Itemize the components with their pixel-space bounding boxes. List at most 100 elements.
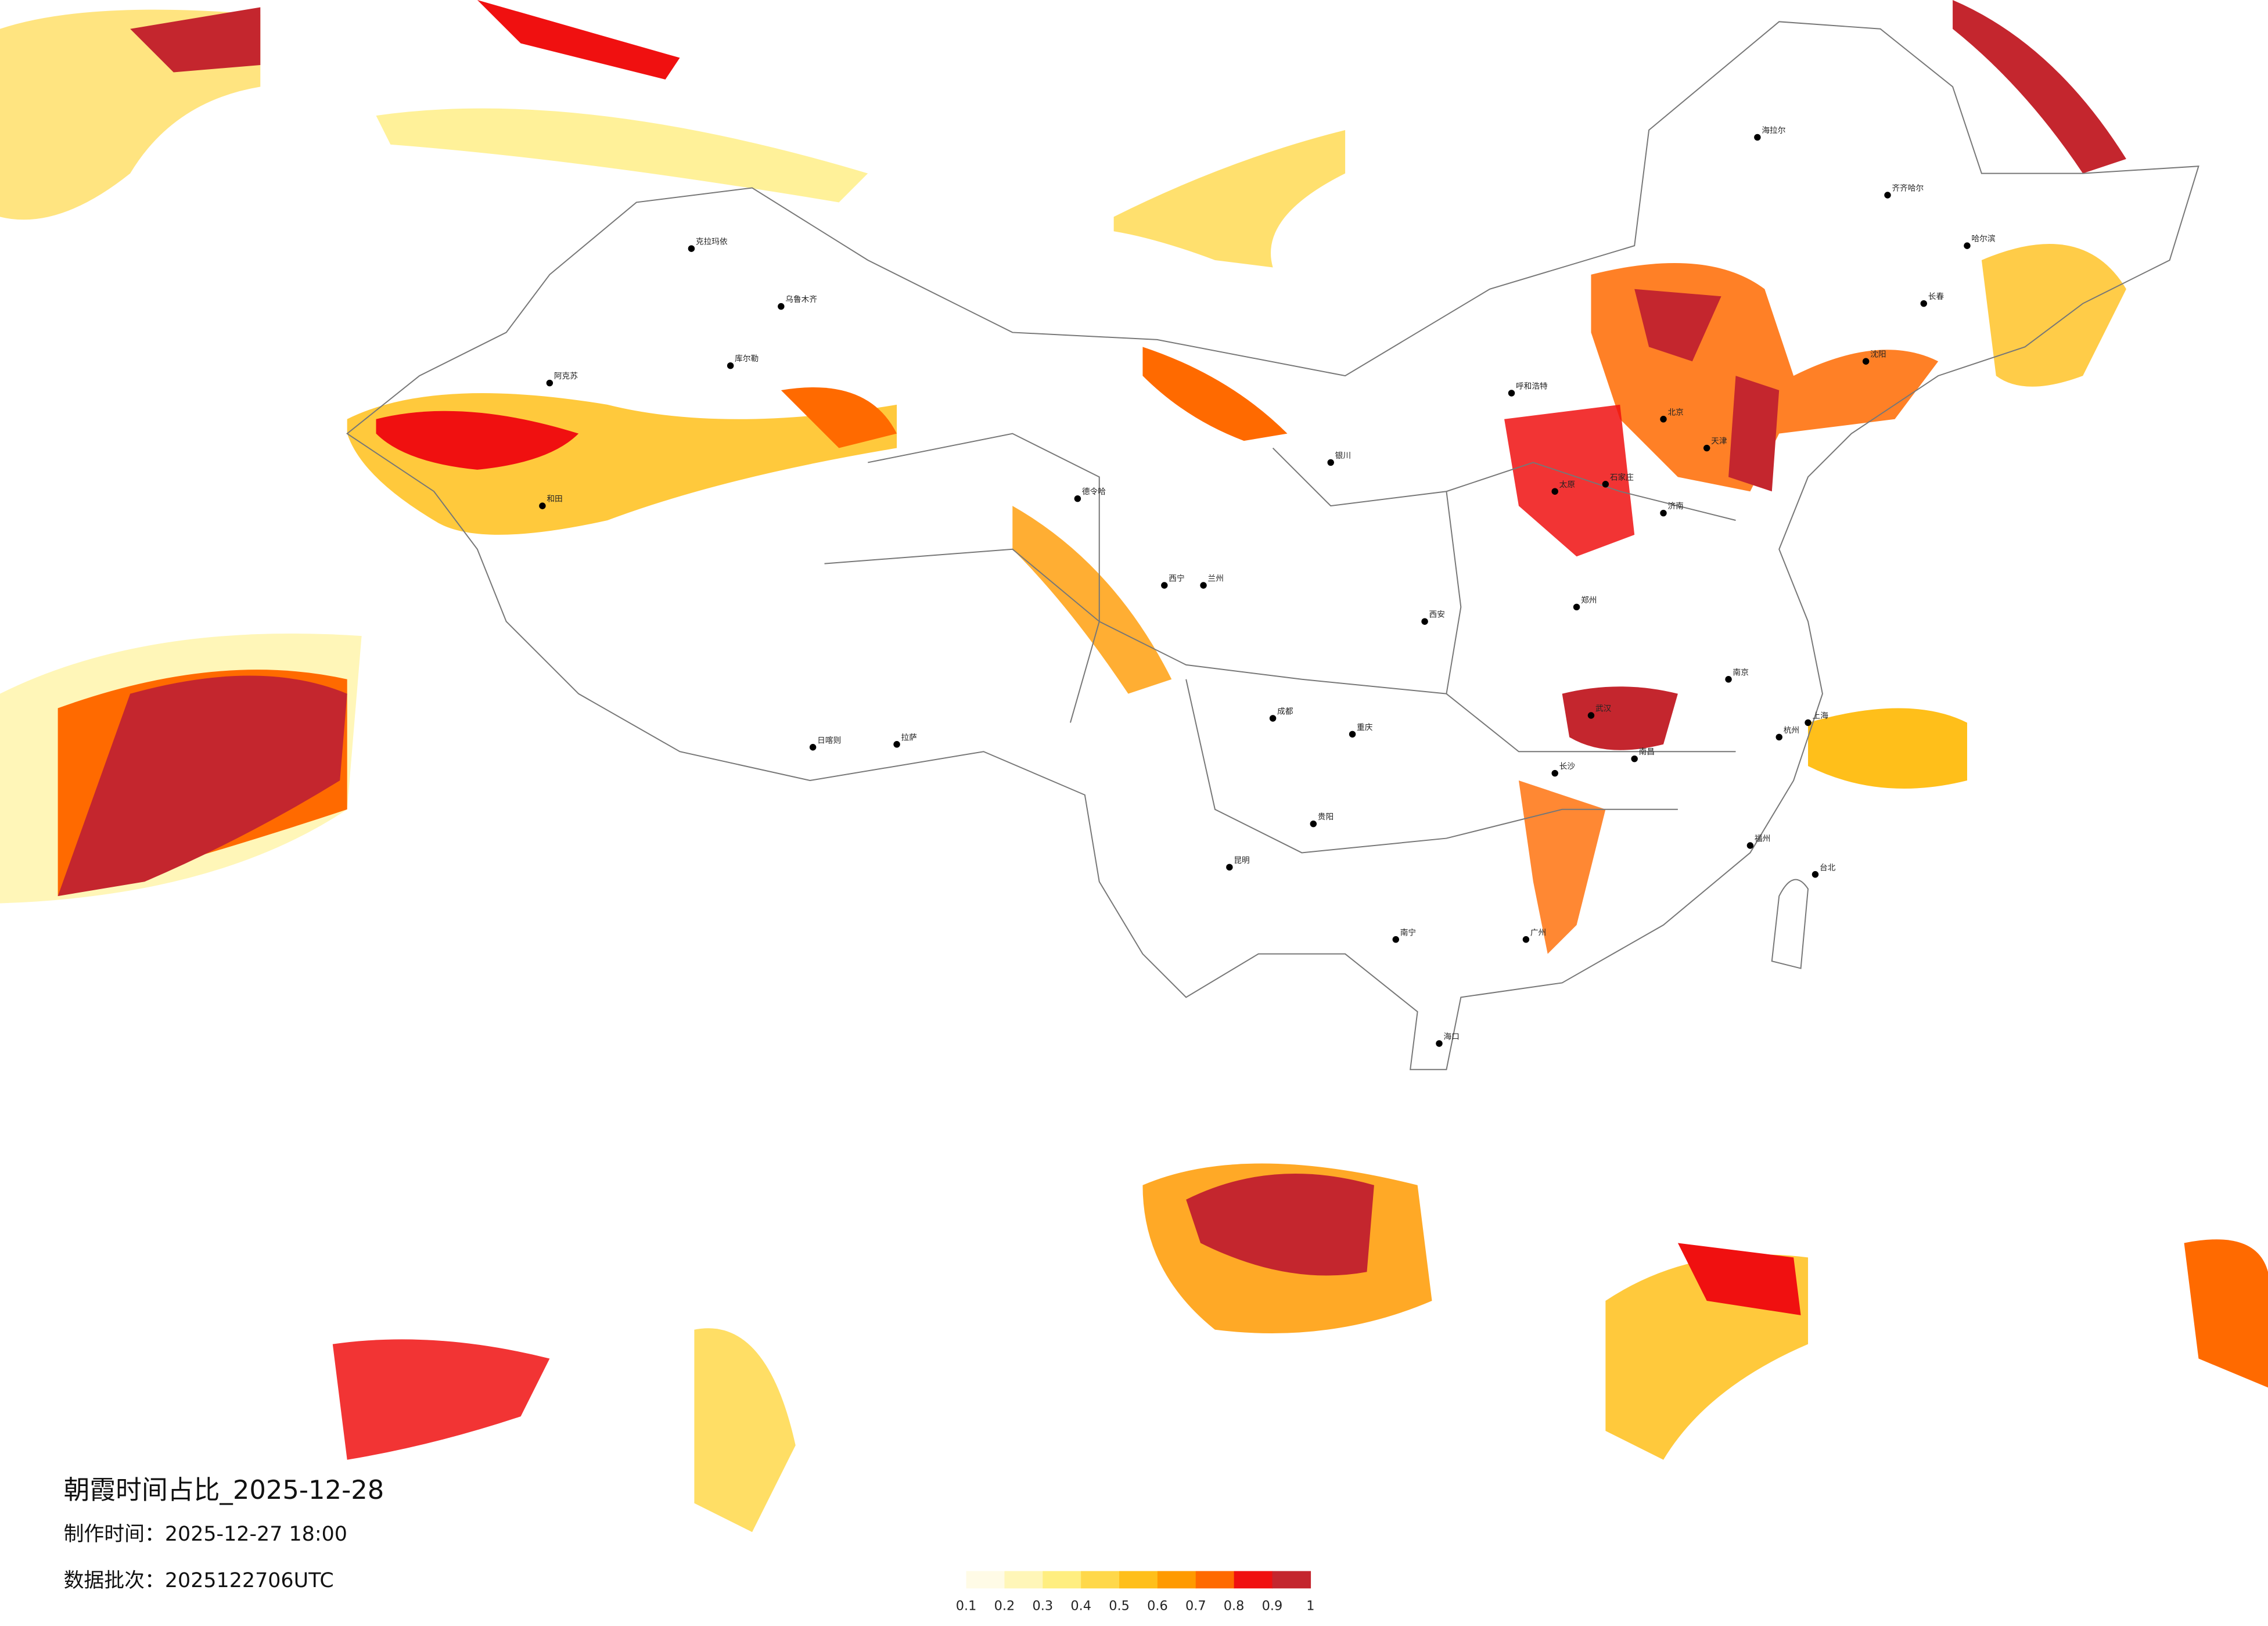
city-dot [1551, 488, 1558, 495]
city-label: 海拉尔 [1762, 126, 1785, 135]
city-label: 重庆 [1357, 723, 1373, 732]
legend-swatch [1234, 1571, 1273, 1589]
city-dot [546, 379, 553, 387]
legend-swatch [1157, 1571, 1196, 1589]
city-dot [1436, 1040, 1443, 1047]
city-dot [1226, 864, 1233, 871]
city-dot [809, 744, 817, 751]
city-dot [1631, 755, 1638, 762]
city-dot [1074, 495, 1081, 502]
city-dot [1811, 871, 1819, 878]
city-label: 济南 [1667, 502, 1683, 511]
legend-tick-label: 0.1 [956, 1599, 977, 1614]
city-dot [1660, 416, 1667, 423]
legend-swatch [1119, 1571, 1158, 1589]
city-label: 杭州 [1784, 726, 1799, 735]
city-label: 克拉玛依 [696, 238, 728, 247]
legend-tick-label: 0.4 [1070, 1599, 1091, 1614]
city-dot [778, 303, 785, 310]
legend: 0.1 0.2 0.3 0.4 0.5 0.6 0.7 0.8 0.9 1 [956, 1571, 1314, 1614]
city-dot [688, 245, 695, 252]
map-title: 朝霞时间占比_2025-12-28 [64, 1474, 384, 1505]
city-label: 昆明 [1234, 856, 1249, 865]
city-label: 哈尔滨 [1971, 235, 1995, 244]
legend-swatch [1081, 1571, 1120, 1589]
city-label: 石家庄 [1610, 472, 1634, 482]
city-label: 太原 [1559, 480, 1575, 490]
city-dot [1349, 731, 1356, 738]
city-label: 西宁 [1169, 574, 1184, 584]
city-dot [1754, 134, 1761, 141]
city-label: 沈阳 [1870, 350, 1886, 359]
legend-tick-label: 0.3 [1033, 1599, 1054, 1614]
city-label: 阿克苏 [554, 372, 578, 381]
city-dot [1310, 820, 1317, 828]
city-dot [1602, 481, 1609, 488]
city-dot [1573, 603, 1580, 611]
legend-swatch [966, 1571, 1005, 1589]
city-label: 南昌 [1639, 747, 1655, 757]
city-dot [1703, 444, 1710, 452]
city-dot [1862, 358, 1870, 365]
city-label: 广州 [1530, 928, 1546, 937]
legend-tick-label: 0.6 [1147, 1599, 1168, 1614]
heat-patches [0, 0, 2268, 1533]
city-dot [539, 502, 546, 509]
legend-swatch [1043, 1571, 1081, 1589]
city-dot [727, 362, 734, 369]
city-dot [1805, 719, 1811, 726]
city-label: 拉萨 [901, 733, 917, 742]
borders [346, 21, 2199, 1070]
city-label: 长沙 [1559, 762, 1576, 771]
legend-tick-label: 0.9 [1262, 1599, 1283, 1614]
city-label: 兰州 [1208, 574, 1224, 584]
city-label: 和田 [547, 495, 562, 504]
city-dot [1551, 769, 1558, 777]
city-label: 呼和浩特 [1516, 382, 1548, 391]
legend-swatch [1195, 1571, 1235, 1589]
city-label: 福州 [1755, 834, 1770, 844]
city-dot [1746, 842, 1754, 849]
city-dot [1421, 618, 1428, 625]
city-label: 银川 [1335, 451, 1351, 461]
city-label: 西安 [1429, 610, 1445, 620]
city-dot [1161, 582, 1168, 589]
legend-swatch [1004, 1571, 1044, 1589]
city-label: 贵阳 [1318, 812, 1334, 822]
city-dot [1327, 459, 1334, 466]
city-label: 长春 [1928, 292, 1944, 301]
city-dot [1508, 390, 1515, 397]
legend-tick-label: 0.7 [1185, 1599, 1206, 1614]
city-label: 郑州 [1581, 596, 1597, 605]
legend-tick-label: 0.8 [1224, 1599, 1245, 1614]
legend-tick-label: 1 [1306, 1599, 1314, 1614]
city-dot [1884, 192, 1891, 199]
city-dot [1920, 300, 1928, 307]
legend-swatch [1272, 1571, 1311, 1589]
city-dot [1964, 242, 1971, 249]
city-dot [1269, 715, 1277, 722]
legend-tick-label: 0.2 [994, 1599, 1015, 1614]
city-label: 台北 [1820, 863, 1836, 872]
city-label: 北京 [1667, 408, 1683, 417]
city-label: 武汉 [1595, 704, 1612, 714]
city-label: 天津 [1711, 437, 1727, 446]
city-label: 上海 [1813, 711, 1829, 721]
city-dot [1392, 936, 1399, 943]
city-label: 乌鲁木齐 [785, 295, 817, 304]
city-dot [1200, 582, 1207, 589]
city-label: 库尔勒 [735, 354, 759, 364]
city-dot [893, 741, 900, 748]
made-time: 制作时间：2025-12-27 18:00 [64, 1523, 347, 1546]
city-dot [1725, 676, 1732, 683]
city-dot [1775, 733, 1782, 741]
city-label: 齐齐哈尔 [1892, 184, 1924, 193]
city-label: 成都 [1277, 707, 1293, 717]
city-dot [1522, 936, 1530, 943]
city-label: 南京 [1733, 668, 1749, 677]
city-label: 德令哈 [1082, 487, 1106, 497]
city-dot [1587, 712, 1595, 719]
